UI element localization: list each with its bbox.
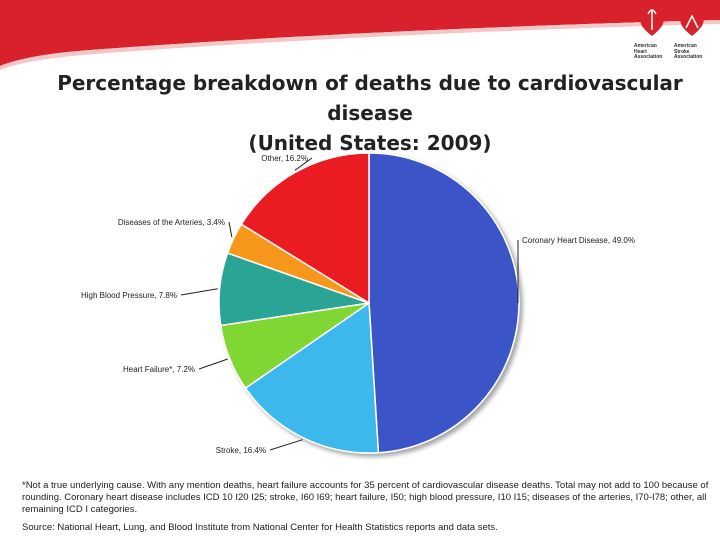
pie-slices [218,152,520,454]
leader-line [180,288,218,296]
logo-text-line: Heart [634,48,647,55]
slice-label: Heart Failure*, 7.2% [123,365,195,374]
leader-line [198,358,228,370]
pie-slice-other [240,152,370,305]
logo-text-line: Association [634,54,663,60]
pie-chart: Coronary Heart Disease, 49.0% Stroke, 16.… [81,152,635,455]
source-note: Source: National Heart, Lung, and Blood … [22,522,498,533]
slice-label: High Blood Pressure, 7.8% [81,291,177,300]
logo-text-line: Association [674,54,703,60]
leader-line [228,221,233,238]
chart-title-line-2: (United States: 2009) [248,131,492,155]
logo-text-line: American [674,43,697,49]
red-swoosh-banner [0,0,720,70]
leader-line [269,439,303,451]
slice-label: Diseases of the Arteries, 3.4% [118,218,225,227]
logo-text-line: American [634,43,657,49]
pie-slice-stroke [244,301,380,454]
heart-torch-icon [640,9,704,36]
chart-title: Percentage breakdown of deaths due to ca… [20,68,720,158]
slice-label: Coronary Heart Disease, 49.0% [522,236,635,245]
slice-label: Other, 16.2% [261,154,308,163]
asa-logo-text: American Stroke Association [674,43,714,61]
aha-logo-text: American Heart Association [634,43,674,61]
aha-asa-logo: American Heart Association American Stro… [628,6,716,66]
chart-title-line-1: Percentage breakdown of deaths due to ca… [57,71,683,125]
pie-slice-coronary-heart-disease [368,152,520,454]
leader-line [294,157,313,171]
footnote: *Not a true underlying cause. With any m… [22,480,709,515]
slice-label: Stroke, 16.4% [216,446,266,455]
logo-text-line: Stroke [674,48,690,55]
